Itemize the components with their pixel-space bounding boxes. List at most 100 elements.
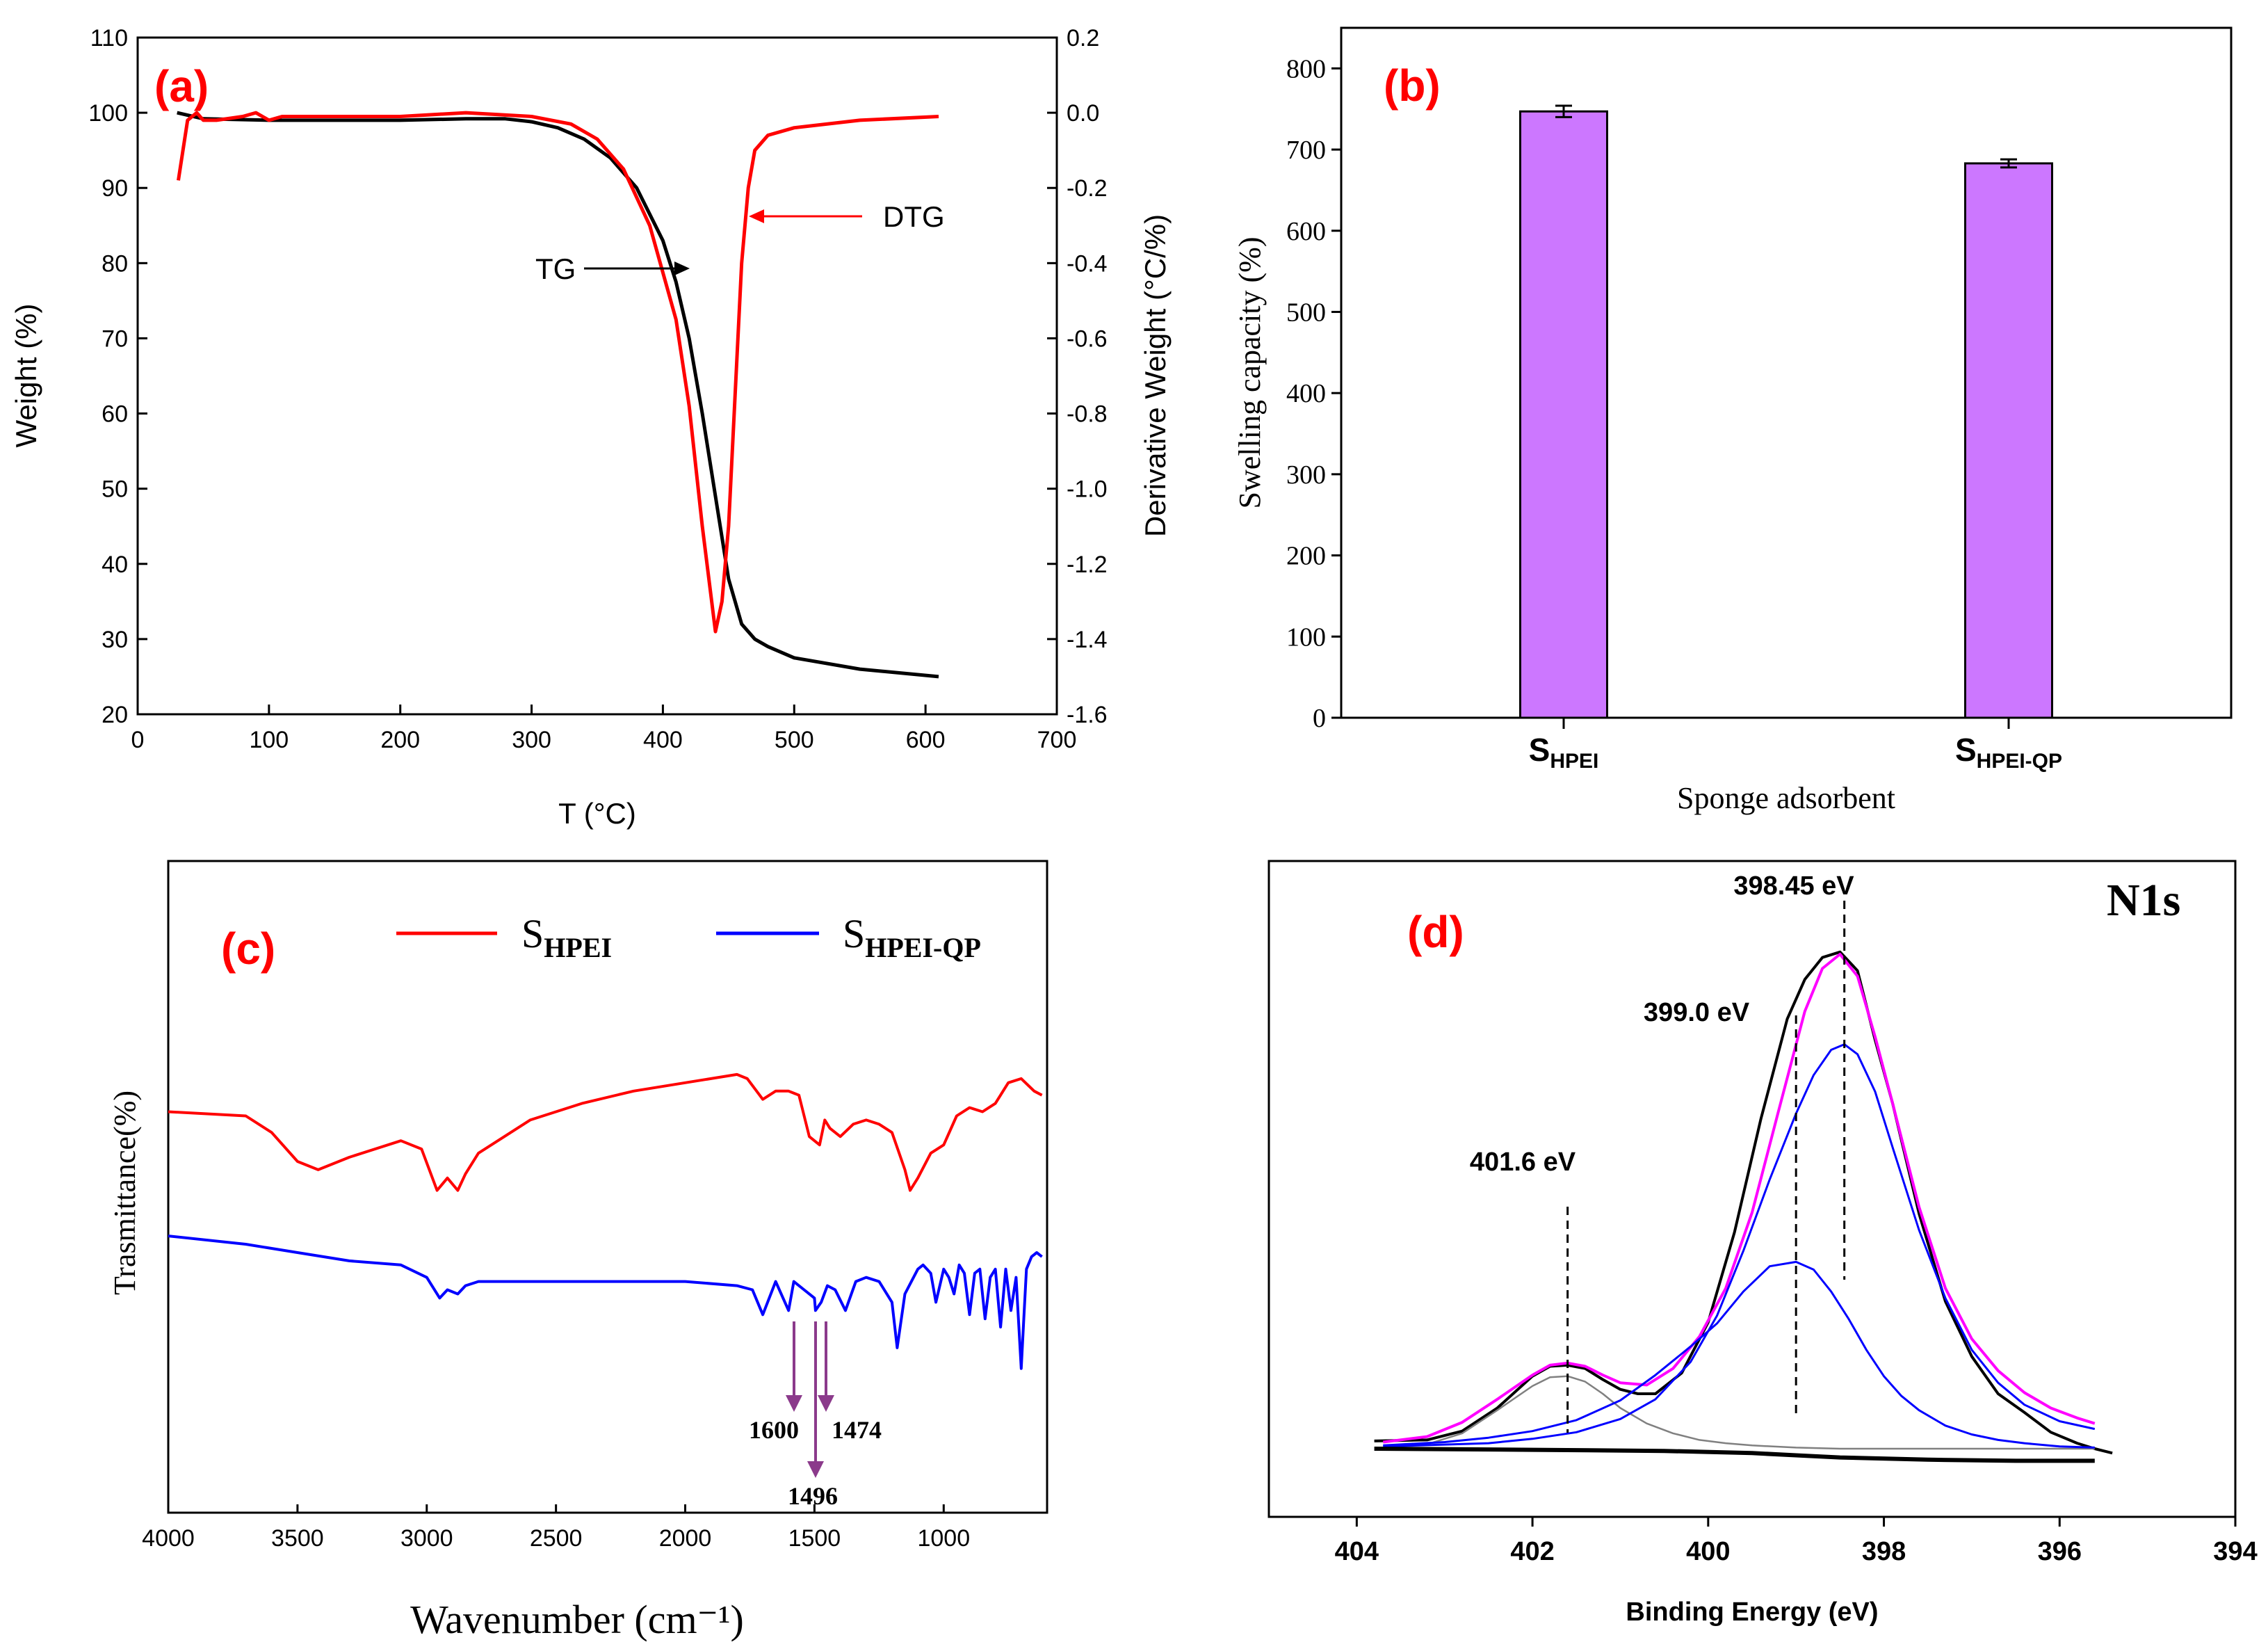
panel-d-plot-frame bbox=[1267, 860, 2237, 1518]
a-series-tg bbox=[177, 111, 939, 679]
panel-a-xlabel: T (°C) bbox=[558, 797, 636, 830]
b-ytick-label: 400 bbox=[1286, 379, 1326, 408]
b-ytick-label: 500 bbox=[1286, 298, 1326, 327]
b-ytick-label: 100 bbox=[1286, 622, 1326, 652]
legend-label-shpei: SHPEI bbox=[521, 911, 612, 963]
b-bar bbox=[1519, 110, 1608, 719]
a-xtick-label: 0 bbox=[131, 727, 145, 753]
a-xtick-label: 300 bbox=[512, 727, 551, 753]
panel-a-series-group bbox=[177, 111, 939, 679]
panel-b-ticks: 0 100 200 300 400 500 600 700 800 SHPEI SHPEI-QP bbox=[1286, 54, 2062, 773]
a-xtick-label: 700 bbox=[1037, 727, 1077, 753]
panel-c-plot-frame bbox=[167, 860, 1048, 1514]
a-ytick-label: 110 bbox=[90, 25, 128, 51]
d-envelope-fit bbox=[1383, 953, 2096, 1444]
a-xtick-label: 100 bbox=[249, 727, 289, 753]
panel-c-letter: (c) bbox=[221, 924, 275, 974]
d-xtick-label: 402 bbox=[1510, 1537, 1554, 1566]
a-y2tick-label: -0.2 bbox=[1067, 175, 1108, 202]
a-xtick-label: 400 bbox=[643, 727, 683, 753]
a-series-dtg bbox=[177, 111, 939, 634]
panel-c-peak-arrows bbox=[786, 1321, 834, 1478]
panel-a-tg-arrowhead bbox=[674, 262, 690, 275]
panel-b-ylabel: Swelling capacity (%) bbox=[1233, 237, 1267, 509]
a-y2tick-label: 0.0 bbox=[1067, 100, 1099, 127]
c-xtick-label: 3000 bbox=[400, 1525, 453, 1552]
panel-a-ylabel: Weight (%) bbox=[10, 304, 42, 448]
panel-c-series-group bbox=[168, 1072, 1043, 1370]
peak-label-1496: 1496 bbox=[788, 1482, 838, 1510]
legend-label-shpei-qp: SHPEI-QP bbox=[843, 911, 981, 963]
a-y2tick-label: -1.6 bbox=[1067, 702, 1108, 728]
c-xtick-label: 4000 bbox=[142, 1525, 195, 1552]
panel-d-xps: 404 402 400 398 396 394 401.6 eV 399.0 eV 398.4… bbox=[1267, 860, 2258, 1627]
d-xtick-label: 398 bbox=[1862, 1537, 1906, 1566]
d-component-401-6 bbox=[1383, 1375, 2095, 1450]
a-ytick-label: 20 bbox=[102, 702, 128, 728]
panel-d-series-group bbox=[1374, 950, 2113, 1463]
b-ytick-label: 300 bbox=[1286, 460, 1326, 490]
a-y2tick-label: 0.2 bbox=[1067, 25, 1099, 51]
panel-b-plot-frame bbox=[1340, 26, 2233, 719]
a-y2tick-label: -0.8 bbox=[1067, 401, 1108, 428]
panel-c-ftir: 4000 3500 3000 2500 2000 1500 1000 (c) SHPEI S… bbox=[108, 860, 1048, 1642]
c-xtick-label: 1500 bbox=[788, 1525, 841, 1552]
a-ytick-label: 60 bbox=[102, 401, 128, 428]
panel-a-ticks: 0 100 200 300 400 500 600 700 20 30 40 50 60 70 80 90 10… bbox=[88, 25, 1107, 753]
c-xtick-label: 2500 bbox=[530, 1525, 583, 1552]
panel-d-ticks: 404 402 400 398 396 394 bbox=[1335, 1517, 2258, 1566]
d-xtick-label: 404 bbox=[1335, 1537, 1379, 1566]
a-y2tick-label: -1.0 bbox=[1067, 476, 1108, 503]
c-xtick-label: 2000 bbox=[659, 1525, 712, 1552]
a-xtick-label: 500 bbox=[775, 727, 814, 753]
panel-a-y2label: Derivative Weight (°C/%) bbox=[1139, 214, 1172, 537]
panel-a-annotation-tg: TG bbox=[535, 252, 576, 285]
a-ytick-label: 100 bbox=[88, 100, 128, 127]
a-y2tick-label: -0.4 bbox=[1067, 250, 1108, 277]
panel-a-tga: 0 100 200 300 400 500 600 700 20 30 40 50 60 70 80 90 10… bbox=[10, 25, 1172, 830]
c-series-shpei-qp bbox=[168, 1234, 1043, 1370]
d-xtick-label: 400 bbox=[1686, 1537, 1730, 1566]
d-component-398-45 bbox=[1383, 1043, 2096, 1448]
a-ytick-label: 90 bbox=[102, 175, 128, 202]
d-component-399-0 bbox=[1383, 1260, 2095, 1449]
panel-c-ticks: 4000 3500 3000 2500 2000 1500 1000 bbox=[142, 1504, 970, 1552]
a-ytick-label: 80 bbox=[102, 250, 128, 277]
b-category-label: SHPEI bbox=[1529, 732, 1599, 773]
c-xtick-label: 3500 bbox=[271, 1525, 324, 1552]
d-background bbox=[1374, 1447, 2095, 1463]
panel-a-plot-frame bbox=[136, 36, 1058, 716]
peak-label-1474: 1474 bbox=[832, 1416, 882, 1444]
peak-label-1600: 1600 bbox=[749, 1416, 799, 1444]
panel-a-letter: (a) bbox=[154, 61, 209, 111]
b-ytick-label: 700 bbox=[1286, 136, 1326, 165]
a-xtick-label: 200 bbox=[380, 727, 420, 753]
c-xtick-label: 1000 bbox=[917, 1525, 970, 1552]
panel-b-bars bbox=[1519, 104, 2053, 719]
a-ytick-label: 30 bbox=[102, 627, 128, 653]
d-peak-label: 399.0 eV bbox=[1644, 998, 1750, 1027]
panel-a-annotation-dtg: DTG bbox=[883, 200, 945, 233]
d-xtick-label: 394 bbox=[2213, 1537, 2257, 1566]
panel-c-ylabel: Trasmittance(%) bbox=[108, 1091, 142, 1295]
b-category-label: SHPEI-QP bbox=[1955, 732, 2062, 773]
panel-c-xlabel: Wavenumber (cm⁻¹) bbox=[410, 1597, 744, 1642]
a-y2tick-label: -1.4 bbox=[1067, 627, 1108, 653]
a-ytick-label: 50 bbox=[102, 476, 128, 503]
a-ytick-label: 40 bbox=[102, 552, 128, 578]
panel-d-letter: (d) bbox=[1407, 907, 1464, 957]
c-series-shpei bbox=[168, 1072, 1043, 1192]
d-peak-label: 398.45 eV bbox=[1733, 871, 1854, 901]
panel-d-xlabel: Binding Energy (eV) bbox=[1626, 1598, 1878, 1627]
panel-d-peak-markers: 401.6 eV 399.0 eV 398.45 eV bbox=[1470, 871, 1854, 1433]
panel-d-title: N1s bbox=[2107, 875, 2180, 926]
panel-b-letter: (b) bbox=[1384, 61, 1441, 111]
b-ytick-label: 600 bbox=[1286, 217, 1326, 246]
a-y2tick-label: -1.2 bbox=[1067, 552, 1108, 578]
b-ytick-label: 0 bbox=[1313, 704, 1326, 733]
b-ytick-label: 800 bbox=[1286, 54, 1326, 83]
panel-a-dtg-arrowhead bbox=[749, 209, 764, 223]
panel-c-legend: SHPEI SHPEI-QP bbox=[396, 911, 981, 963]
panel-b-swelling: 0 100 200 300 400 500 600 700 800 SHPEI SHPEI-QP (… bbox=[1233, 26, 2233, 815]
